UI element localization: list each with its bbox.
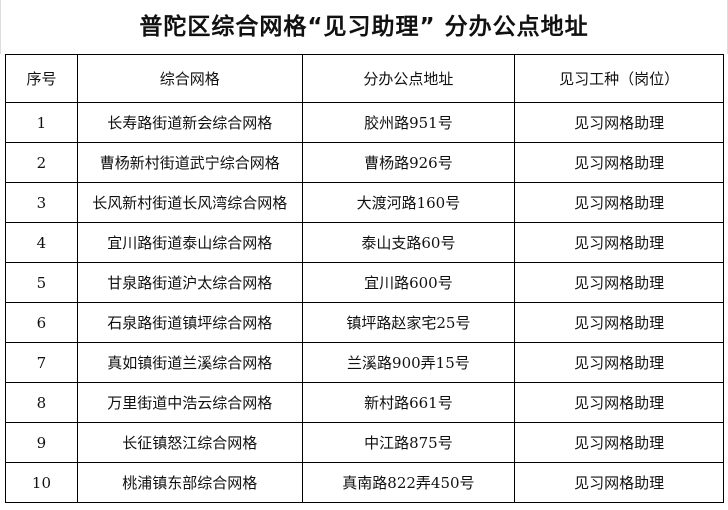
header-grid: 综合网格 [76,54,303,103]
table-row: 8 万里街道中浩云综合网格 新村路661号 见习网格助理 [5,382,724,423]
cell-grid: 甘泉路街道沪太综合网格 [76,262,303,303]
cell-grid: 万里街道中浩云综合网格 [76,382,303,423]
cell-grid: 长风新村街道长风湾综合网格 [76,182,303,223]
cell-position: 见习网格助理 [514,182,724,223]
table-row: 2 曹杨新村街道武宁综合网格 曹杨路926号 见习网格助理 [5,142,724,183]
cell-position: 见习网格助理 [514,222,724,263]
cell-grid: 宜川路街道泰山综合网格 [76,222,303,263]
table-row: 1 长寿路街道新会综合网格 胶州路951号 见习网格助理 [5,102,724,143]
header-position: 见习工种（岗位） [514,54,724,103]
cell-grid: 石泉路街道镇坪综合网格 [76,302,303,343]
cell-grid: 曹杨新村街道武宁综合网格 [76,142,303,183]
cell-index: 2 [5,142,78,183]
cell-position: 见习网格助理 [514,102,724,143]
cell-position: 见习网格助理 [514,382,724,423]
cell-index: 1 [5,102,78,143]
cell-address: 兰溪路900弄15号 [301,342,516,383]
table-row: 5 甘泉路街道沪太综合网格 宜川路600号 见习网格助理 [5,262,724,303]
cell-index: 8 [5,382,78,423]
cell-index: 6 [5,302,78,343]
cell-address: 宜川路600号 [301,262,516,303]
cell-position: 见习网格助理 [514,422,724,463]
table-row: 3 长风新村街道长风湾综合网格 大渡河路160号 见习网格助理 [5,182,724,223]
table-row: 4 宜川路街道泰山综合网格 泰山支路60号 见习网格助理 [5,222,724,263]
table-header-row: 序号 综合网格 分办公点地址 见习工种（岗位） [5,54,724,103]
cell-index: 7 [5,342,78,383]
table-row: 6 石泉路街道镇坪综合网格 镇坪路赵家宅25号 见习网格助理 [5,302,724,343]
cell-grid: 真如镇街道兰溪综合网格 [76,342,303,383]
cell-index: 5 [5,262,78,303]
cell-address: 泰山支路60号 [301,222,516,263]
cell-address: 曹杨路926号 [301,142,516,183]
cell-index: 9 [5,422,78,463]
cell-position: 见习网格助理 [514,142,724,183]
cell-address: 新村路661号 [301,382,516,423]
cell-position: 见习网格助理 [514,262,724,303]
cell-index: 4 [5,222,78,263]
table-row: 10 桃浦镇东部综合网格 真南路822弄450号 见习网格助理 [5,462,724,503]
cell-address: 中江路875号 [301,422,516,463]
address-table: 序号 综合网格 分办公点地址 见习工种（岗位） 1 长寿路街道新会综合网格 胶州路9… [5,54,724,503]
cell-index: 3 [5,182,78,223]
cell-address: 大渡河路160号 [301,182,516,223]
cell-position: 见习网格助理 [514,302,724,343]
cell-index: 10 [5,462,78,503]
cell-position: 见习网格助理 [514,462,724,503]
cell-address: 真南路822弄450号 [301,462,516,503]
table-row: 9 长征镇怒江综合网格 中江路875号 见习网格助理 [5,422,724,463]
cell-grid: 长征镇怒江综合网格 [76,422,303,463]
page-title: 普陀区综合网格“见习助理” 分办公点地址 [0,0,728,54]
cell-grid: 桃浦镇东部综合网格 [76,462,303,503]
cell-grid: 长寿路街道新会综合网格 [76,102,303,143]
cell-address: 镇坪路赵家宅25号 [301,302,516,343]
table-row: 7 真如镇街道兰溪综合网格 兰溪路900弄15号 见习网格助理 [5,342,724,383]
cell-address: 胶州路951号 [301,102,516,143]
header-index: 序号 [5,54,78,103]
header-address: 分办公点地址 [301,54,516,103]
cell-position: 见习网格助理 [514,342,724,383]
